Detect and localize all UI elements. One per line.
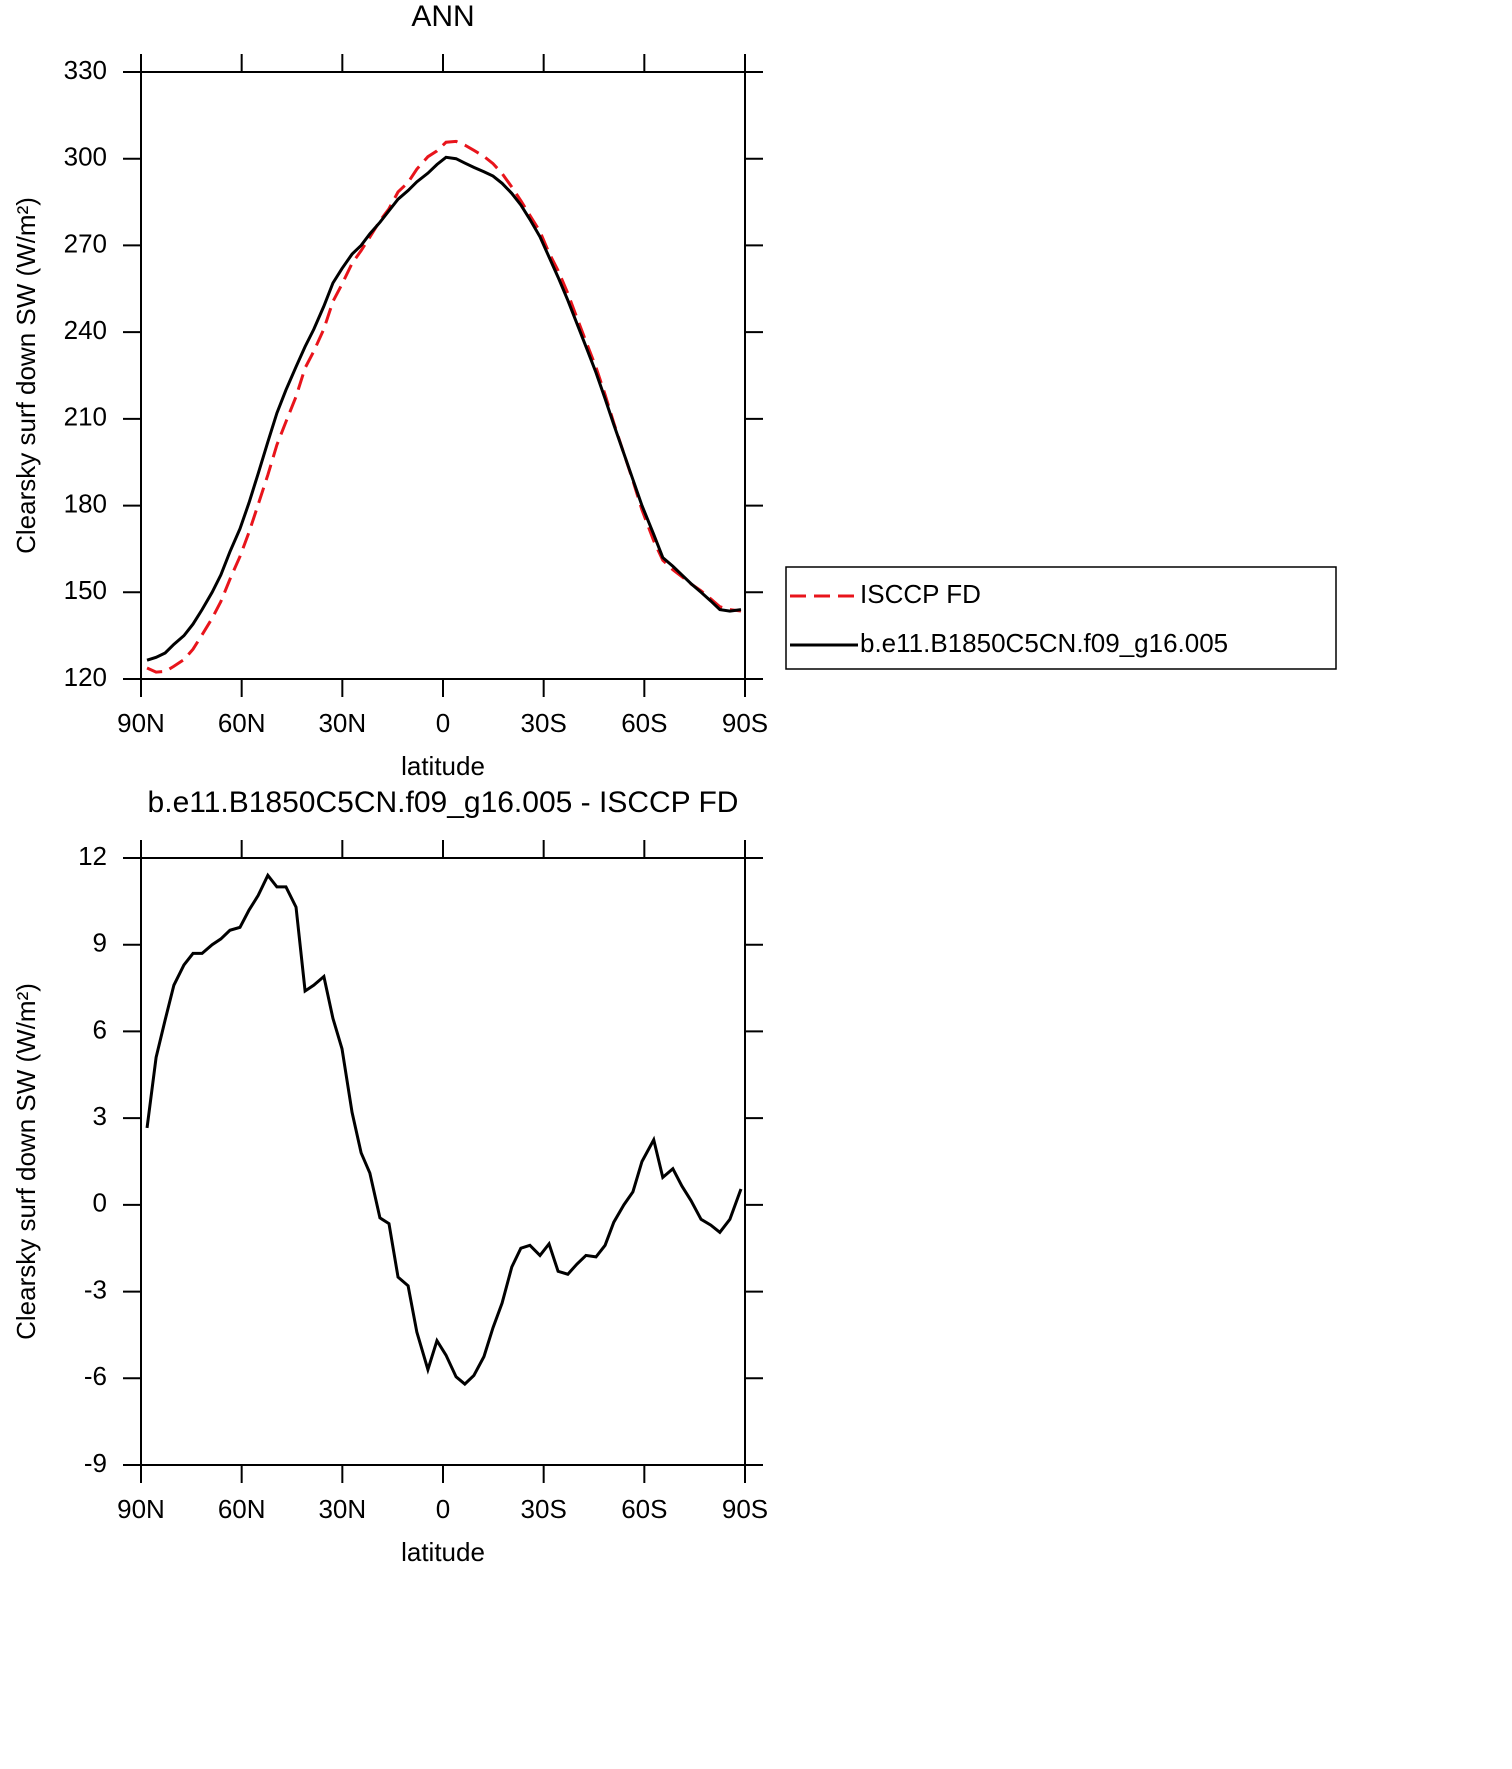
x-tick-label: 90N — [117, 1494, 165, 1524]
y-tick-label: 12 — [78, 841, 107, 871]
y-tick-label: 150 — [64, 575, 107, 605]
x-tick-label: 30S — [521, 1494, 567, 1524]
x-tick-label: 0 — [436, 1494, 450, 1524]
y-tick-label: 120 — [64, 662, 107, 692]
x-axis-label: latitude — [401, 751, 485, 781]
data-line — [145, 872, 743, 1387]
y-tick-label: 270 — [64, 228, 107, 258]
x-tick-label: 30N — [318, 1494, 366, 1524]
y-tick-label: -6 — [84, 1361, 107, 1391]
x-tick-label: 60N — [218, 1494, 266, 1524]
x-tick-label: 30S — [521, 708, 567, 738]
y-tick-label: 9 — [93, 928, 107, 958]
chart-title: b.e11.B1850C5CN.f09_g16.005 - ISCCP FD — [148, 786, 739, 819]
x-tick-label: 90N — [117, 708, 165, 738]
plot-frame — [140, 857, 746, 1466]
data-line — [146, 155, 742, 662]
y-axis-label: Clearsky surf down SW (W/m²) — [11, 983, 41, 1340]
y-tick-label: 210 — [64, 402, 107, 432]
y-tick-label: 180 — [64, 488, 107, 518]
plot-frame — [140, 71, 746, 680]
y-tick-label: 300 — [64, 142, 107, 172]
x-tick-label: 60S — [621, 1494, 667, 1524]
x-tick-label: 90S — [722, 1494, 768, 1524]
y-tick-label: 240 — [64, 315, 107, 345]
x-tick-label: 60S — [621, 708, 667, 738]
x-tick-label: 0 — [436, 708, 450, 738]
y-tick-label: 6 — [93, 1014, 107, 1044]
legend-box — [785, 566, 1337, 670]
y-tick-label: 330 — [64, 55, 107, 85]
y-tick-label: -9 — [84, 1448, 107, 1478]
y-tick-label: -3 — [84, 1274, 107, 1304]
legend-label: ISCCP FD — [860, 579, 981, 609]
x-tick-label: 60N — [218, 708, 266, 738]
chart-title: ANN — [411, 0, 474, 33]
x-tick-label: 30N — [318, 708, 366, 738]
y-tick-label: 3 — [93, 1101, 107, 1131]
x-axis-label: latitude — [401, 1537, 485, 1567]
legend-label: b.e11.B1850C5CN.f09_g16.005 — [860, 628, 1228, 658]
data-line — [146, 139, 742, 674]
y-tick-label: 0 — [93, 1188, 107, 1218]
x-tick-label: 90S — [722, 708, 768, 738]
y-axis-label: Clearsky surf down SW (W/m²) — [11, 197, 41, 554]
